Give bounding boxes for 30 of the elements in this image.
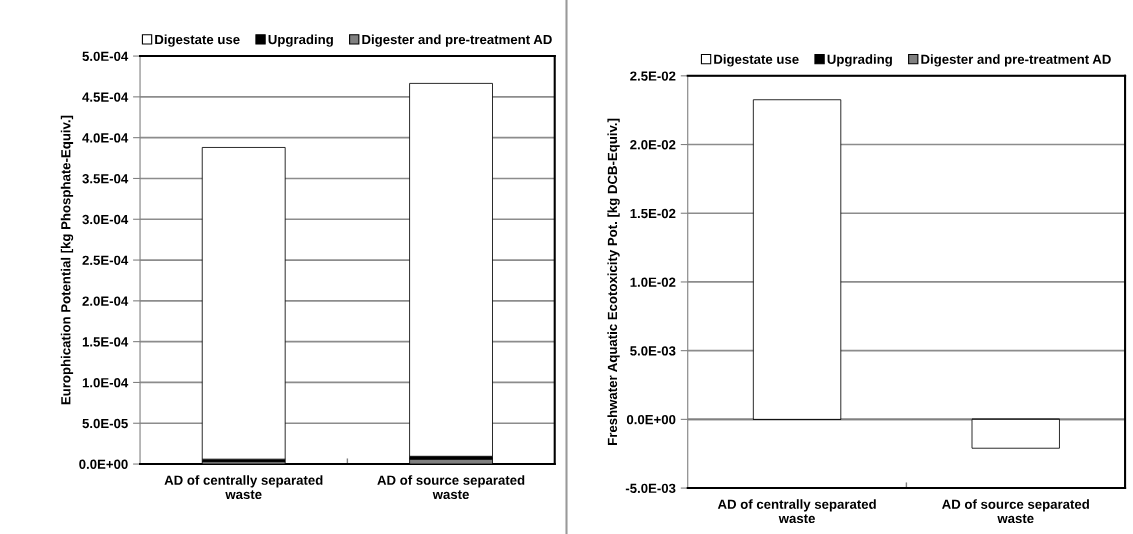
y-tick-label: 3.5E-04 — [82, 174, 129, 184]
y-tick-label: 3.0E-04 — [82, 214, 129, 225]
y-tick-label: 2.5E-02 — [630, 71, 676, 81]
x-tick-label: AD of source separated waste — [377, 475, 525, 500]
y-tick-label: 4.5E-04 — [82, 92, 129, 102]
y-tick-label: 1.5E-02 — [630, 208, 676, 219]
legend-label: Digestate use — [155, 34, 240, 47]
y-tick-label: 2.0E-02 — [630, 140, 676, 150]
y-tick-label: 2.5E-04 — [82, 255, 129, 265]
legend-label: Upgrading — [268, 34, 333, 47]
x-tick-label: AD of source separated waste — [942, 499, 1089, 524]
legend-label: Digestate use — [714, 54, 799, 67]
y-tick-label: 4.0E-04 — [82, 133, 129, 143]
y-tick-label: 1.0E-04 — [82, 378, 129, 388]
y-tick-label: 1.0E-02 — [630, 277, 676, 287]
y-tick-label: -5.0E-03 — [625, 483, 676, 494]
legend-label: Digester and pre-treatment AD — [921, 54, 1111, 67]
legend-label: Digester and pre-treatment AD — [362, 34, 552, 47]
legend-label: Upgrading — [827, 54, 892, 67]
x-tick-label: AD of centrally separated waste — [717, 499, 876, 524]
x-tick-label: AD of centrally separated waste — [164, 475, 323, 500]
y-axis-title: Europhication Potential [kg Phosphate-Equiv.] — [60, 115, 74, 405]
y-tick-label: 0.0E+00 — [79, 459, 128, 469]
y-tick-label: 1.5E-04 — [82, 337, 129, 347]
y-axis-title: Freshwater Aquatic Ecotoxicity Pot. [kg DCB-Equiv.] — [607, 118, 620, 445]
y-tick-label: 2.0E-04 — [82, 296, 129, 306]
y-tick-label: 5.0E-04 — [82, 51, 129, 61]
y-tick-label: 5.0E-03 — [630, 346, 676, 356]
y-tick-label: 5.0E-05 — [82, 418, 128, 429]
y-tick-label: 0.0E+00 — [626, 414, 676, 425]
